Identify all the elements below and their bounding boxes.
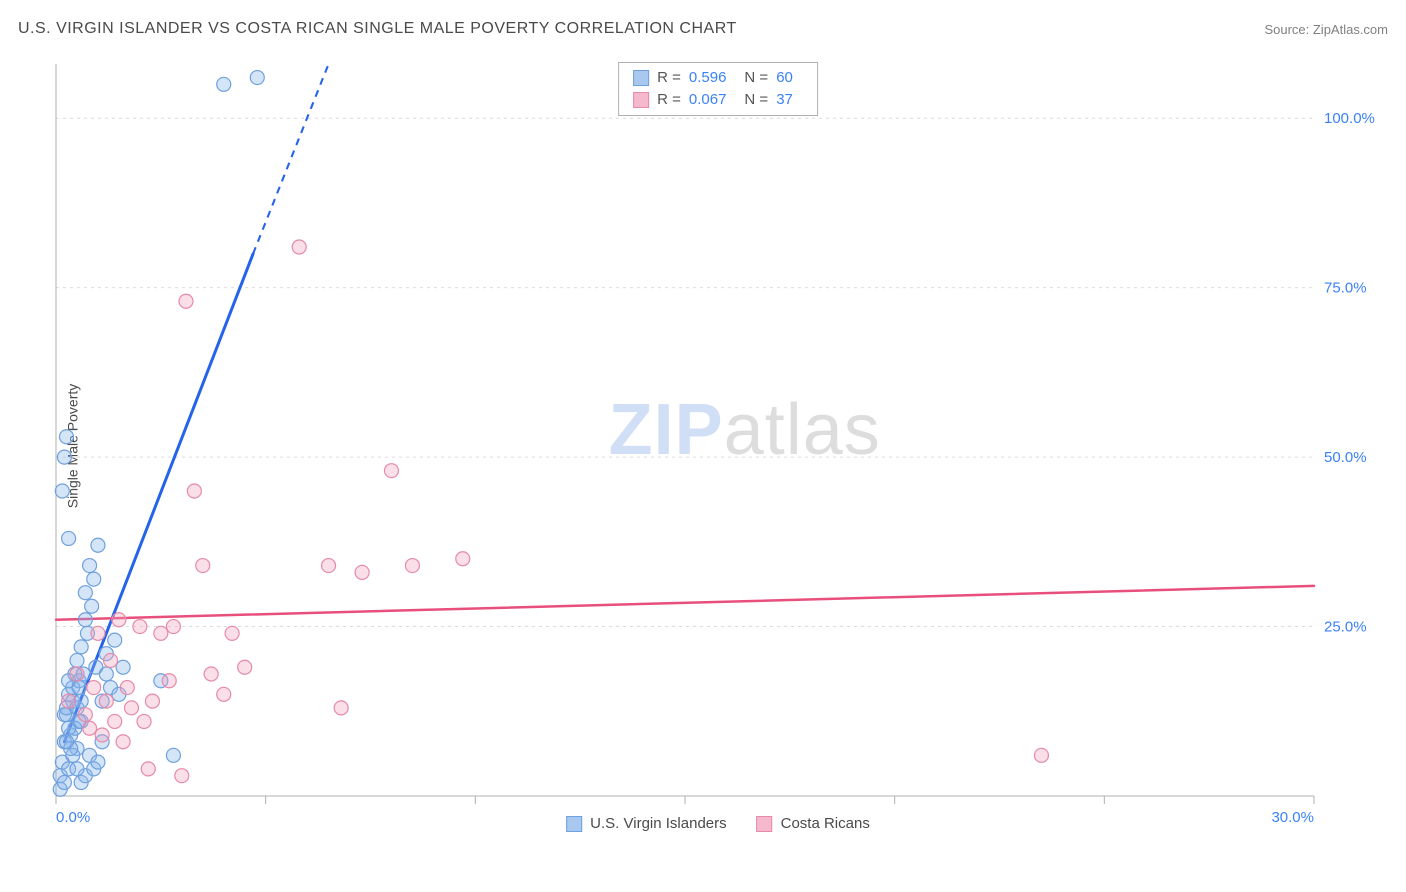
n-value-usvi: 60 — [776, 67, 793, 89]
scatter-plot-svg: 25.0% 50.0% 75.0% 100.0% 0.0% 30.0% — [50, 60, 1386, 830]
chart-source: Source: ZipAtlas.com — [1264, 22, 1388, 37]
r-label: R = — [657, 67, 681, 89]
svg-text:50.0%: 50.0% — [1324, 449, 1367, 466]
correlation-legend-row: R = 0.596 N = 60 — [633, 67, 803, 89]
source-label: Source: — [1264, 22, 1312, 37]
chart-title: U.S. VIRGIN ISLANDER VS COSTA RICAN SING… — [18, 20, 737, 38]
svg-text:75.0%: 75.0% — [1324, 280, 1367, 297]
n-label: N = — [744, 67, 768, 89]
svg-text:30.0%: 30.0% — [1271, 809, 1314, 826]
legend-swatch-usvi — [633, 70, 649, 86]
svg-text:100.0%: 100.0% — [1324, 110, 1375, 127]
r-value-usvi: 0.596 — [689, 67, 727, 89]
correlation-legend: R = 0.596 N = 60 R = 0.067 N = 37 — [618, 62, 818, 116]
legend-swatch-usvi — [566, 816, 582, 832]
source-value: ZipAtlas.com — [1313, 22, 1388, 37]
chart-header: U.S. VIRGIN ISLANDER VS COSTA RICAN SING… — [18, 20, 1388, 38]
r-label: R = — [657, 89, 681, 111]
series-legend: U.S. Virgin Islanders Costa Ricans — [566, 815, 870, 832]
n-value-cr: 37 — [776, 89, 793, 111]
series-legend-item: Costa Ricans — [757, 815, 870, 832]
chart-plot-area: ZIPatlas 25.0%50.0%75.0%100.0%0.0%30.0% … — [50, 60, 1386, 830]
r-value-cr: 0.067 — [689, 89, 727, 111]
legend-swatch-cr — [757, 816, 773, 832]
svg-text:25.0%: 25.0% — [1324, 619, 1367, 636]
n-label: N = — [744, 89, 768, 111]
series-name-usvi: U.S. Virgin Islanders — [590, 815, 726, 832]
svg-text:0.0%: 0.0% — [56, 809, 90, 826]
legend-swatch-cr — [633, 92, 649, 108]
series-name-cr: Costa Ricans — [781, 815, 870, 832]
correlation-legend-row: R = 0.067 N = 37 — [633, 89, 803, 111]
series-legend-item: U.S. Virgin Islanders — [566, 815, 726, 832]
